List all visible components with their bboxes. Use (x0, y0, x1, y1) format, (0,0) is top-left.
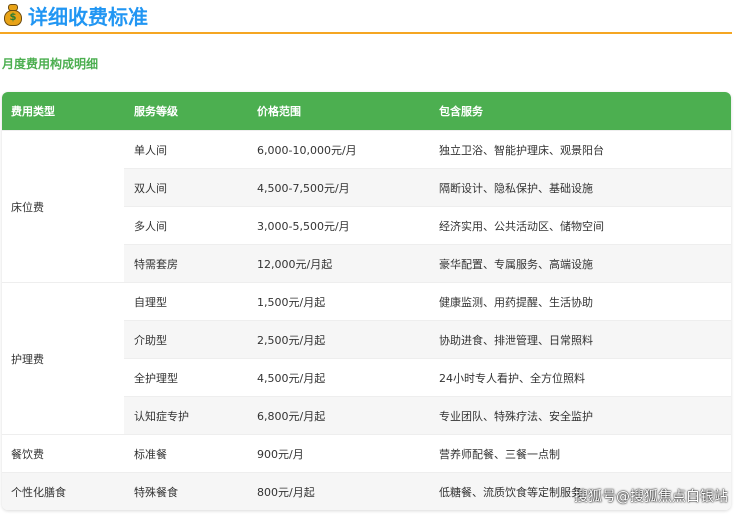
included-services: 协助进食、排泄管理、日常照料 (439, 333, 593, 347)
table-header: 费用类型 服务等级 价格范围 包含服务 (2, 92, 731, 130)
price-range: 800元/月起 (257, 485, 315, 499)
column-header: 费用类型 (11, 105, 55, 118)
price-range: 2,500元/月起 (257, 333, 326, 347)
column-header: 价格范围 (257, 105, 301, 118)
column-header: 包含服务 (439, 105, 483, 118)
table-row: 全护理型 4,500元/月起 24小时专人看护、全方位照料 (2, 358, 731, 396)
watermark: 搜狐号@搜狐焦点白银站 (574, 489, 728, 505)
included-services: 豪华配置、专属服务、高端设施 (439, 257, 593, 271)
page-title: 详细收费标准 (28, 4, 148, 29)
service-level: 自理型 (134, 295, 167, 309)
service-level: 介助型 (134, 333, 167, 347)
included-services: 隔断设计、隐私保护、基础设施 (439, 181, 593, 195)
section-subtitle: 月度费用构成明细 (2, 57, 99, 71)
included-services: 营养师配餐、三餐一点制 (439, 447, 560, 461)
service-level: 特需套房 (134, 257, 178, 271)
fee-category: 餐饮费 (2, 434, 124, 472)
included-services: 经济实用、公共活动区、储物空间 (439, 219, 604, 233)
service-level: 标准餐 (134, 447, 167, 461)
divider (0, 32, 732, 34)
service-level: 特殊餐食 (134, 485, 178, 499)
fee-category: 个性化膳食 (2, 472, 124, 510)
included-services: 24小时专人看护、全方位照料 (439, 371, 585, 385)
included-services: 独立卫浴、智能护理床、观景阳台 (439, 143, 604, 157)
table-row: 标准餐 900元/月 营养师配餐、三餐一点制 (2, 434, 731, 472)
price-range: 900元/月 (257, 447, 304, 461)
page-header: $ 详细收费标准 (4, 0, 148, 30)
included-services: 健康监测、用药提醒、生活协助 (439, 295, 593, 309)
price-range: 4,500元/月起 (257, 371, 326, 385)
service-level: 单人间 (134, 143, 167, 157)
table-row: 自理型 1,500元/月起 健康监测、用药提醒、生活协助 (2, 282, 731, 320)
price-range: 6,800元/月起 (257, 409, 326, 423)
fee-category: 床位费 (2, 130, 124, 282)
service-level: 多人间 (134, 219, 167, 233)
fee-table: 费用类型 服务等级 价格范围 包含服务 单人间 6,000-10,000元/月 独立… (2, 92, 731, 510)
included-services: 专业团队、特殊疗法、安全监护 (439, 409, 593, 423)
price-range: 1,500元/月起 (257, 295, 326, 309)
table-row: 单人间 6,000-10,000元/月 独立卫浴、智能护理床、观景阳台 (2, 130, 731, 168)
price-range: 6,000-10,000元/月 (257, 143, 357, 157)
service-level: 全护理型 (134, 371, 178, 385)
price-range: 3,000-5,500元/月 (257, 219, 350, 233)
table-row: 多人间 3,000-5,500元/月 经济实用、公共活动区、储物空间 (2, 206, 731, 244)
column-header: 服务等级 (134, 105, 178, 118)
price-range: 4,500-7,500元/月 (257, 181, 350, 195)
included-services: 低糖餐、流质饮食等定制服务 (439, 485, 582, 499)
price-range: 12,000元/月起 (257, 257, 333, 271)
service-level: 认知症专护 (134, 409, 189, 423)
service-level: 双人间 (134, 181, 167, 195)
money-bag-icon: $ (4, 4, 22, 26)
fee-category: 护理费 (2, 282, 124, 434)
